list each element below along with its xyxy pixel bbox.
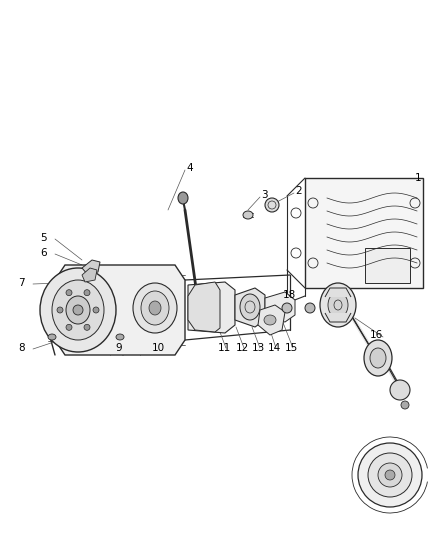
- Polygon shape: [82, 260, 100, 275]
- Text: 2: 2: [295, 186, 302, 196]
- Text: 13: 13: [252, 343, 265, 353]
- Ellipse shape: [401, 401, 409, 409]
- Text: 5: 5: [40, 233, 46, 243]
- Text: 16: 16: [370, 330, 383, 340]
- Ellipse shape: [378, 463, 402, 487]
- Ellipse shape: [178, 192, 188, 204]
- Ellipse shape: [264, 315, 276, 325]
- Ellipse shape: [57, 307, 63, 313]
- Polygon shape: [55, 265, 185, 355]
- Ellipse shape: [66, 296, 90, 324]
- Ellipse shape: [358, 443, 422, 507]
- Ellipse shape: [364, 340, 392, 376]
- Ellipse shape: [141, 291, 169, 325]
- Ellipse shape: [385, 470, 395, 480]
- Polygon shape: [258, 305, 285, 335]
- Text: 10: 10: [152, 343, 165, 353]
- Ellipse shape: [48, 334, 56, 340]
- Ellipse shape: [370, 348, 386, 368]
- Text: 3: 3: [261, 190, 268, 200]
- Text: 18: 18: [283, 290, 296, 300]
- Text: 9: 9: [115, 343, 122, 353]
- Polygon shape: [325, 313, 351, 322]
- Polygon shape: [188, 282, 220, 332]
- Ellipse shape: [73, 305, 83, 315]
- Ellipse shape: [240, 294, 260, 320]
- Polygon shape: [325, 288, 351, 297]
- Text: 7: 7: [18, 278, 25, 288]
- Ellipse shape: [390, 380, 410, 400]
- Ellipse shape: [66, 324, 72, 330]
- Ellipse shape: [52, 280, 104, 340]
- Polygon shape: [265, 292, 295, 322]
- Ellipse shape: [93, 307, 99, 313]
- Text: 15: 15: [285, 343, 298, 353]
- Ellipse shape: [305, 303, 315, 313]
- Text: 4: 4: [186, 163, 193, 173]
- Ellipse shape: [149, 301, 161, 315]
- Text: 14: 14: [268, 343, 281, 353]
- Ellipse shape: [133, 283, 177, 333]
- Text: 11: 11: [218, 343, 231, 353]
- Ellipse shape: [243, 211, 253, 219]
- Ellipse shape: [320, 283, 356, 327]
- Ellipse shape: [368, 453, 412, 497]
- Text: 8: 8: [18, 343, 25, 353]
- Text: 6: 6: [40, 248, 46, 258]
- Ellipse shape: [265, 198, 279, 212]
- Bar: [365, 248, 410, 283]
- Ellipse shape: [84, 289, 90, 296]
- Polygon shape: [235, 288, 265, 327]
- Ellipse shape: [282, 303, 292, 313]
- Ellipse shape: [66, 289, 72, 296]
- Ellipse shape: [84, 324, 90, 330]
- Text: 12: 12: [236, 343, 249, 353]
- Polygon shape: [188, 282, 235, 333]
- Text: 1: 1: [415, 173, 422, 183]
- Ellipse shape: [40, 268, 116, 352]
- Ellipse shape: [116, 334, 124, 340]
- Bar: [305, 178, 423, 288]
- Polygon shape: [82, 268, 97, 282]
- Ellipse shape: [328, 292, 348, 318]
